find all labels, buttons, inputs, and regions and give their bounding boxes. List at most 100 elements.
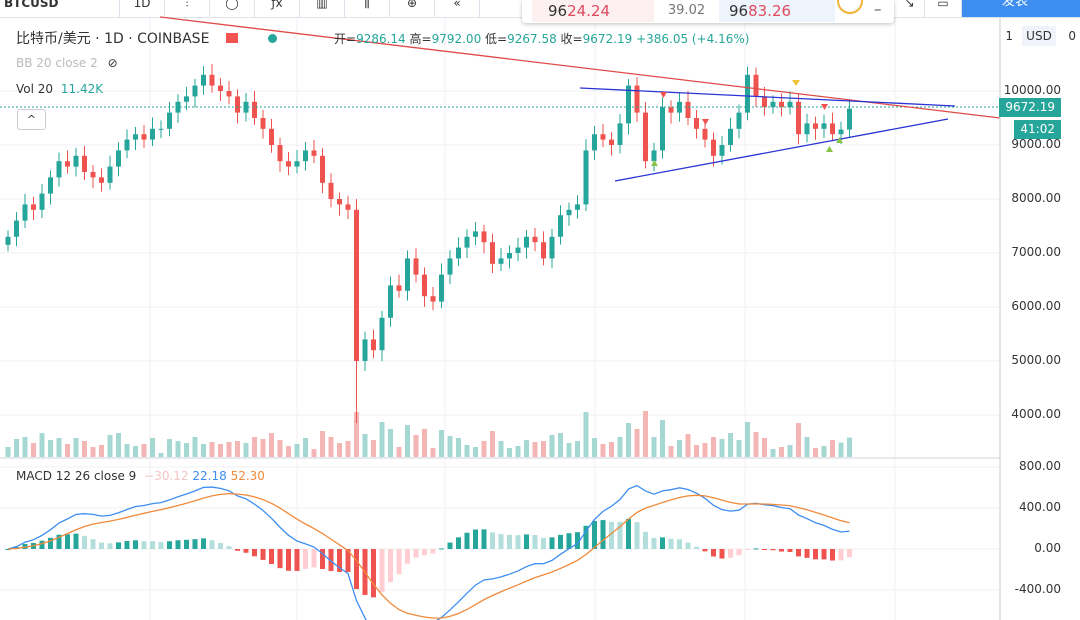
macd-hist-value: −30.12 <box>144 469 189 483</box>
publish-button[interactable]: 发表 <box>962 0 1080 17</box>
axis-top-label: 1 <box>1005 29 1013 43</box>
macd-histogram-bar <box>39 540 45 549</box>
replay-icon[interactable]: « <box>435 0 480 18</box>
volume-bar <box>345 441 351 457</box>
macd-histogram-bar <box>464 532 470 549</box>
volume-bar <box>405 425 410 457</box>
compare-icon[interactable]: ⫼ <box>345 0 390 18</box>
macd-histogram-bar <box>218 542 223 549</box>
macd-histogram-bar <box>558 534 563 549</box>
macd-histogram-bar <box>787 549 793 552</box>
candle-body <box>796 101 801 135</box>
volume-label[interactable]: Vol 20 11.42K <box>16 82 103 96</box>
currency-button[interactable]: USD <box>1022 26 1056 46</box>
candle-body <box>762 96 767 108</box>
macd-histogram-bar <box>158 542 164 549</box>
candle-body <box>201 74 206 86</box>
symbol-title: 比特币/美元 · 1D · COINBASE <box>16 31 210 47</box>
macd-histogram-bar <box>490 532 495 549</box>
volume-bar <box>694 445 699 457</box>
bb-indicator-label[interactable]: BB 20 close 2 ⊘ <box>16 56 118 70</box>
buy-prefix: 96 <box>729 2 749 20</box>
volume-bar <box>48 440 53 457</box>
volume-bar <box>226 442 232 457</box>
candle-body <box>592 134 597 151</box>
macd-histogram-bar <box>141 541 147 549</box>
fx-icon[interactable]: ƒx <box>255 0 300 18</box>
candle-body <box>320 155 325 183</box>
candle-body <box>22 204 28 221</box>
candle-body <box>566 209 572 216</box>
volume-bar <box>660 420 665 457</box>
volume-bar <box>388 429 393 457</box>
layout-icon[interactable]: ▥ <box>300 0 345 18</box>
candle-body <box>770 101 776 108</box>
volume-bar <box>575 441 580 457</box>
flag-icon[interactable] <box>225 33 238 43</box>
indicators-icon[interactable]: ◯ <box>210 0 255 18</box>
alert-icon[interactable]: ⊕ <box>390 0 435 18</box>
volume-bar <box>116 433 121 457</box>
minimize-button[interactable]: – <box>874 0 882 18</box>
candle-body <box>634 85 640 113</box>
volume-bar <box>396 447 402 457</box>
upper-blue-trendline[interactable] <box>579 87 956 107</box>
candle-body <box>660 107 665 151</box>
screenshot-icon[interactable]: ▭ <box>925 0 962 18</box>
macd-histogram-bar <box>813 549 818 560</box>
interval-button[interactable]: 1D <box>120 0 165 18</box>
candle-body <box>473 231 478 237</box>
candle-body <box>583 150 589 205</box>
price-axis-label: 9000.00 <box>1011 137 1061 151</box>
macd-label[interactable]: MACD 12 26 close 9 −30.12 22.18 52.30 <box>16 469 265 483</box>
bb-label: BB 20 close 2 <box>16 56 98 70</box>
macd-histogram-bar <box>294 549 300 571</box>
buy-button[interactable]: 9683.26 <box>719 0 835 22</box>
lower-blue-trendline[interactable] <box>614 118 949 182</box>
candle-body <box>558 215 563 237</box>
candle-body <box>515 247 521 253</box>
signal-line <box>7 493 850 619</box>
candle-body <box>439 274 444 302</box>
axis-top-right: 0 <box>1068 29 1076 43</box>
undo-icon[interactable]: ↘ <box>895 0 925 18</box>
volume-bar <box>745 422 750 457</box>
volume-bar <box>600 444 606 457</box>
volume-bar <box>260 439 266 457</box>
marker-down <box>821 104 828 110</box>
volume-bar <box>107 435 113 457</box>
volume-bar <box>413 435 419 457</box>
volume-bar <box>184 443 189 457</box>
chart-type-icon[interactable]: ⫶ <box>165 0 210 18</box>
candle-body <box>728 128 733 145</box>
hidden-eye-icon[interactable]: ⊘ <box>107 56 118 70</box>
volume-bar <box>830 440 835 457</box>
volume-bar <box>243 443 249 457</box>
volume-bar <box>311 449 317 457</box>
candle-body <box>481 231 487 243</box>
candle-body <box>158 128 164 130</box>
candle-body <box>371 339 376 351</box>
macd-histogram-bar <box>226 546 232 549</box>
volume-bar <box>82 441 87 457</box>
candle-body <box>116 150 121 167</box>
candle-body <box>532 236 538 243</box>
volume-bar <box>31 443 36 457</box>
collapse-button[interactable]: ^ <box>17 109 46 130</box>
macd-histogram-bar <box>235 549 240 551</box>
coin-icon[interactable] <box>837 0 863 14</box>
price-axis-label: 4000.00 <box>1011 407 1061 421</box>
candle-body <box>507 253 512 259</box>
candle-body <box>39 193 45 210</box>
sell-button[interactable]: 9624.24 <box>532 0 654 22</box>
volume-bar <box>252 437 257 457</box>
macd-histogram-bar <box>626 518 631 549</box>
symbol-search[interactable]: BTCUSD <box>0 0 120 18</box>
volume-bar <box>762 438 767 457</box>
marker-up <box>836 137 843 143</box>
volume-bar <box>702 443 708 457</box>
macd-histogram-bar <box>694 546 699 549</box>
marker-down <box>660 92 667 98</box>
macd-histogram-bar <box>830 549 835 561</box>
